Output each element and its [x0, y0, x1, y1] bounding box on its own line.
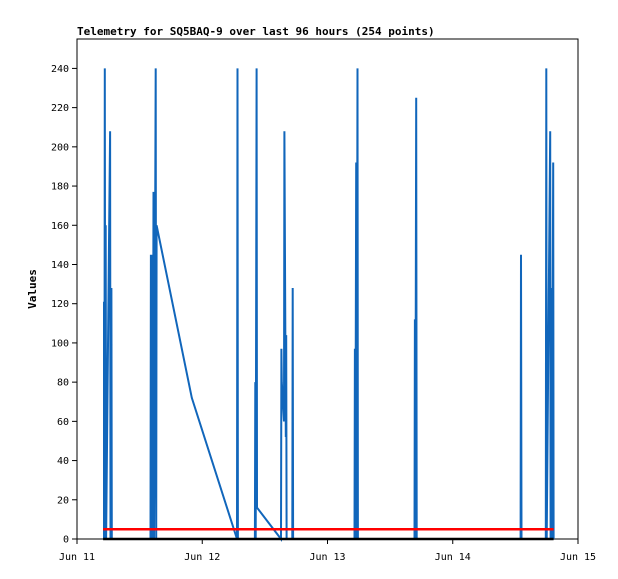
plot-marks: 0 20 40 60 80 100 120 140 160 180 200 220 240 Jun 11 J…	[51, 64, 596, 563]
y-tick-label: 60	[57, 417, 69, 428]
y-tick-label: 220	[51, 103, 69, 114]
x-tick-label: Jun 15	[560, 552, 596, 563]
y-tick-label: 140	[51, 260, 69, 271]
y-tick-label: 0	[63, 535, 69, 546]
y-tick-label: 40	[57, 456, 69, 467]
x-tick-label: Jun 14	[435, 552, 471, 563]
chart-title: Telemetry for SQ5BAQ-9 over last 96 hour…	[77, 25, 435, 38]
y-tick-label: 80	[57, 378, 69, 389]
x-tick-label: Jun 13	[309, 552, 345, 563]
y-tick-label: 100	[51, 338, 69, 349]
x-tick-label: Jun 11	[59, 552, 95, 563]
y-tick-label: 240	[51, 64, 69, 75]
series-line-0	[103, 68, 555, 542]
x-tick-label: Jun 12	[184, 552, 220, 563]
y-tick-label: 160	[51, 221, 69, 232]
y-tick-label: 180	[51, 182, 69, 193]
y-tick-label: 120	[51, 299, 69, 310]
y-tick-label: 20	[57, 495, 69, 506]
y-axis-label: Values	[26, 269, 39, 309]
y-tick-label: 200	[51, 142, 69, 153]
